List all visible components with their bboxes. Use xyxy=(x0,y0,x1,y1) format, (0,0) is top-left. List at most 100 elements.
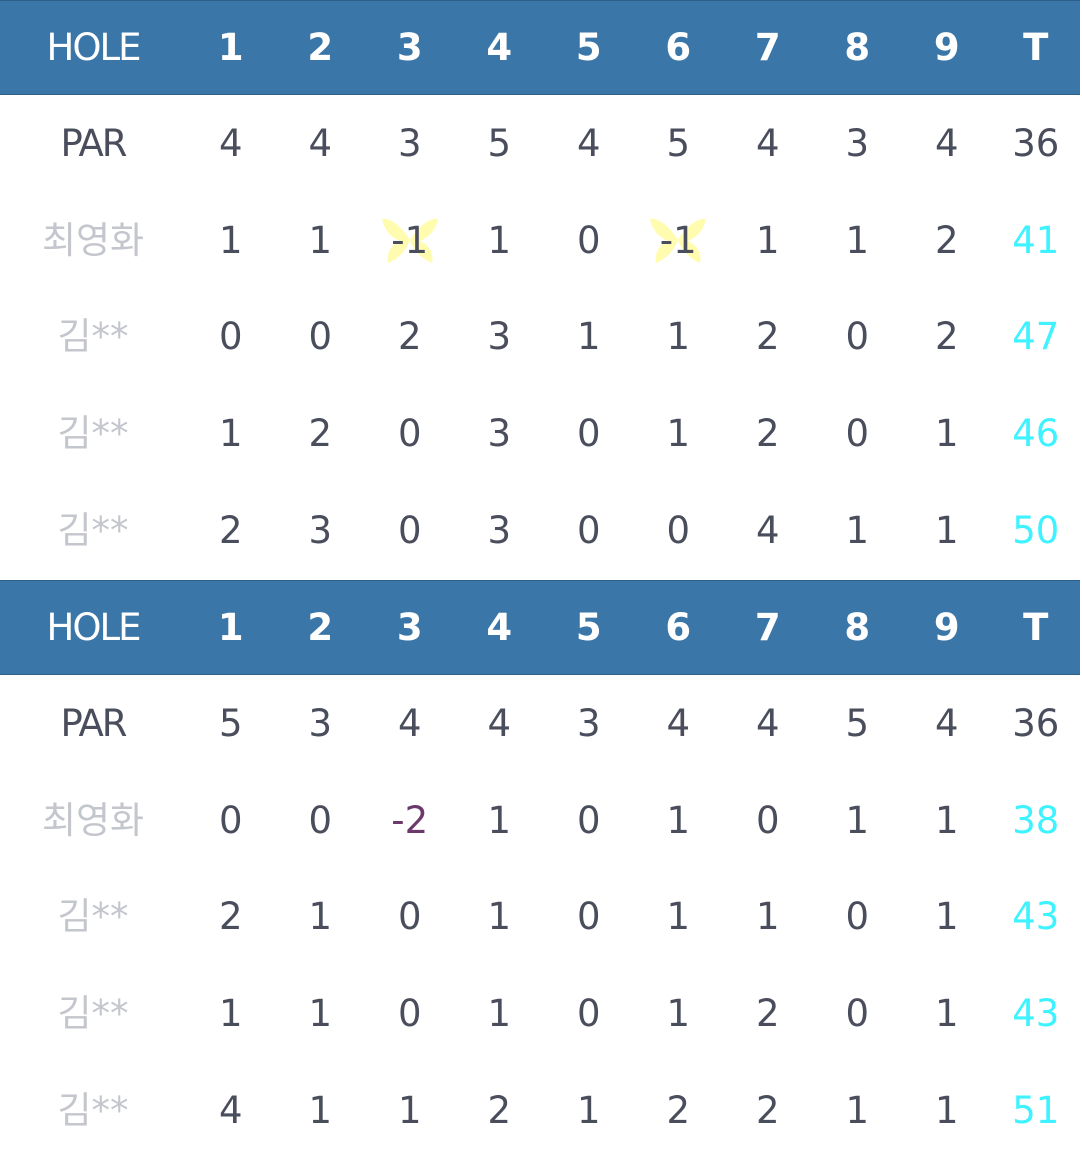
player-name: 김** xyxy=(57,895,129,939)
score-cell: 2 xyxy=(308,411,333,455)
score-cell: 0 xyxy=(576,991,601,1035)
score-cell: 2 xyxy=(487,1088,512,1132)
player-total: 41 xyxy=(1012,218,1060,262)
par-label: PAR xyxy=(60,701,128,745)
player-name: 최영화 xyxy=(41,218,145,262)
par-value: 5 xyxy=(666,121,691,165)
score-cell: 0 xyxy=(218,315,243,359)
score-cell: 0 xyxy=(845,315,870,359)
score-cell: 1 xyxy=(308,895,333,939)
header-row: HOLE 1 2 3 4 5 6 7 8 9 T xyxy=(0,0,1080,95)
score-cell: 1 xyxy=(487,798,512,842)
player-name: 김** xyxy=(57,991,129,1035)
score-cell: 3 xyxy=(487,411,512,455)
hole-number: 7 xyxy=(754,26,781,69)
score-cell: 1 xyxy=(934,1088,959,1132)
hole-number: 1 xyxy=(217,606,244,649)
score-cell: 0 xyxy=(666,508,691,552)
score-value: -1 xyxy=(391,218,429,262)
score-cell: 2 xyxy=(755,991,780,1035)
score-cell: 1 xyxy=(755,218,780,262)
score-cell: 1 xyxy=(487,895,512,939)
score-cell: 1 xyxy=(934,895,959,939)
par-value: 5 xyxy=(218,701,243,745)
player-name: 김** xyxy=(57,315,129,359)
player-row: 김** 2 1 0 1 0 1 1 0 1 43 xyxy=(0,868,1080,965)
hole-number: 2 xyxy=(307,606,334,649)
par-value: 4 xyxy=(308,121,333,165)
total-header: T xyxy=(1023,26,1049,69)
score-cell: 1 xyxy=(218,411,243,455)
score-cell-birdie: -1 xyxy=(365,218,455,264)
score-cell: 2 xyxy=(755,315,780,359)
score-cell: 1 xyxy=(755,895,780,939)
score-cell: 2 xyxy=(755,1088,780,1132)
score-cell: 1 xyxy=(666,315,691,359)
score-cell: 1 xyxy=(308,1088,333,1132)
score-cell: 3 xyxy=(487,508,512,552)
par-value: 5 xyxy=(845,701,870,745)
player-row: 김** 0 0 2 3 1 1 2 0 2 47 xyxy=(0,288,1080,385)
score-cell: 1 xyxy=(934,798,959,842)
player-total: 43 xyxy=(1012,991,1060,1035)
par-value: 3 xyxy=(845,121,870,165)
score-cell: 1 xyxy=(666,411,691,455)
score-cell: 1 xyxy=(934,508,959,552)
par-value: 4 xyxy=(397,701,422,745)
score-cell: 1 xyxy=(845,1088,870,1132)
par-total: 36 xyxy=(1012,701,1060,745)
score-cell: 0 xyxy=(218,798,243,842)
score-cell: 1 xyxy=(934,991,959,1035)
par-value: 4 xyxy=(218,121,243,165)
player-name: 김** xyxy=(57,411,129,455)
score-cell: 0 xyxy=(845,411,870,455)
score-cell: 0 xyxy=(397,895,422,939)
hole-number: 2 xyxy=(307,26,334,69)
player-row: 최영화 0 0 -2 1 0 1 0 1 1 38 xyxy=(0,772,1080,869)
hole-label: HOLE xyxy=(46,606,142,649)
hole-number: 4 xyxy=(486,606,513,649)
header-row: HOLE 1 2 3 4 5 6 7 8 9 T xyxy=(0,580,1080,675)
par-value: 5 xyxy=(487,121,512,165)
score-cell: 1 xyxy=(308,218,333,262)
score-cell: 0 xyxy=(576,798,601,842)
par-value: 3 xyxy=(397,121,422,165)
player-name: 김** xyxy=(57,1088,129,1132)
par-value: 4 xyxy=(934,701,959,745)
par-value: 4 xyxy=(934,121,959,165)
player-total: 50 xyxy=(1012,508,1060,552)
score-cell: 0 xyxy=(397,991,422,1035)
hole-number: 5 xyxy=(575,606,602,649)
player-name: 최영화 xyxy=(41,798,145,842)
scorecard-back-nine: HOLE 1 2 3 4 5 6 7 8 9 T PAR 5 3 4 4 3 4… xyxy=(0,580,1080,1158)
score-cell: 2 xyxy=(218,895,243,939)
score-cell: 1 xyxy=(666,895,691,939)
player-name: 김** xyxy=(57,508,129,552)
score-cell: 1 xyxy=(666,991,691,1035)
score-cell: 0 xyxy=(397,508,422,552)
player-total: 43 xyxy=(1012,895,1060,939)
bird-icon xyxy=(381,218,438,264)
score-cell: 1 xyxy=(487,991,512,1035)
score-cell: 2 xyxy=(397,315,422,359)
par-total: 36 xyxy=(1012,121,1060,165)
score-cell: 2 xyxy=(218,508,243,552)
par-value: 3 xyxy=(576,701,601,745)
score-cell: 1 xyxy=(934,411,959,455)
player-total: 38 xyxy=(1012,798,1060,842)
score-cell: 1 xyxy=(218,218,243,262)
par-value: 4 xyxy=(755,701,780,745)
score-cell: 4 xyxy=(755,508,780,552)
score-cell: 2 xyxy=(666,1088,691,1132)
score-cell: 0 xyxy=(576,411,601,455)
score-cell: 0 xyxy=(755,798,780,842)
player-total: 51 xyxy=(1012,1088,1060,1132)
score-cell: 0 xyxy=(576,895,601,939)
player-row: 김** 1 1 0 1 0 1 2 0 1 43 xyxy=(0,965,1080,1062)
scorecard-front-nine: HOLE 1 2 3 4 5 6 7 8 9 T PAR 4 4 3 5 4 5… xyxy=(0,0,1080,578)
hole-number: 3 xyxy=(396,606,423,649)
score-cell: 0 xyxy=(308,315,333,359)
player-total: 47 xyxy=(1012,315,1060,359)
bird-icon xyxy=(650,218,707,264)
score-cell-birdie: -1 xyxy=(634,218,724,264)
